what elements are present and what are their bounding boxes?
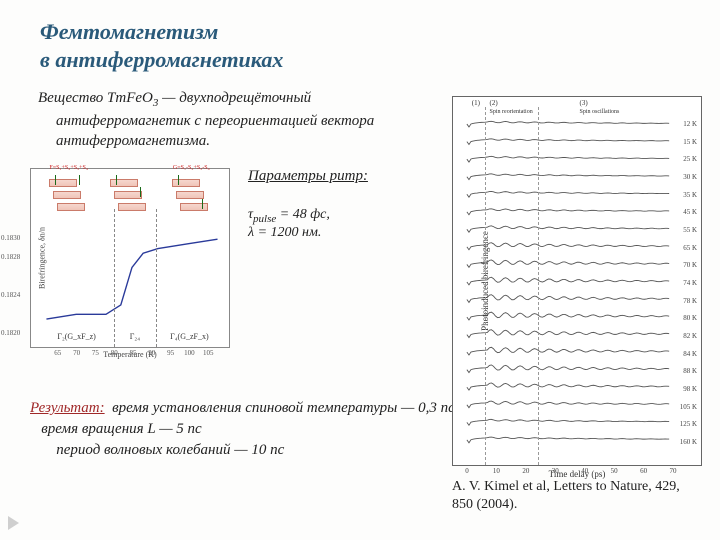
temperature-trace-label: 88 K xyxy=(683,367,697,375)
temperature-trace-label: 70 K xyxy=(683,261,697,269)
ytick: 0.1820 xyxy=(1,329,20,337)
temperature-trace-label: 15 K xyxy=(683,138,697,146)
temperature-trace-label: 78 K xyxy=(683,297,697,305)
temperature-trace-label: 98 K xyxy=(683,385,697,393)
citation: A. V. Kimel et al, Letters to Nature, 42… xyxy=(452,478,702,514)
region-divider-dash xyxy=(538,107,539,465)
temperature-trace-label: 12 K xyxy=(683,120,697,128)
temperature-trace-label: 105 K xyxy=(680,403,697,411)
title-line-1: Фемтомагнетизм xyxy=(40,18,283,46)
region-divider-dash xyxy=(485,107,486,465)
xtick: 10 xyxy=(493,467,500,475)
xtick: 90 xyxy=(148,349,155,357)
top-region-label: (2)Spin reorientation xyxy=(490,99,533,115)
temperature-trace-label: 74 K xyxy=(683,279,697,287)
xtick: 85 xyxy=(130,349,137,357)
temperature-trace-label: 84 K xyxy=(683,350,697,358)
xtick: 0 xyxy=(465,467,469,475)
phase-boundary-dash xyxy=(114,209,115,347)
birefringence-trace xyxy=(31,169,229,347)
xtick: 70 xyxy=(73,349,80,357)
stacked-traces xyxy=(453,97,701,465)
slide-marker-icon xyxy=(8,516,19,530)
xtick: 105 xyxy=(203,349,214,357)
temperature-trace-label: 45 K xyxy=(683,208,697,216)
temperature-trace-label: 82 K xyxy=(683,332,697,340)
temperature-trace-label: 25 K xyxy=(683,155,697,163)
phase-region-label: Γ₂₄ xyxy=(130,332,140,341)
phase-region-label: Γ₄(G_zF_x) xyxy=(170,332,209,341)
xtick: 100 xyxy=(184,349,195,357)
ytick: 0.1824 xyxy=(1,291,20,299)
birefringence-vs-temperature-plot: F=S₁+S₂+S₃+S₄ G=S₁-S₂+S₃-S₄ Birefringenc… xyxy=(30,168,230,348)
xtick: 60 xyxy=(640,467,647,475)
xtick: 75 xyxy=(92,349,99,357)
temperature-trace-label: 65 K xyxy=(683,244,697,252)
time-delay-traces-plot: Photoinduced birefringence Time delay (p… xyxy=(452,96,702,466)
substance-description: Вещество TmFeO3 — двухподрещёточный анти… xyxy=(18,88,428,151)
xtick: 20 xyxy=(522,467,529,475)
left-ylabel: Birefringence, δn/n xyxy=(37,227,46,289)
xtick: 40 xyxy=(581,467,588,475)
temperature-trace-label: 125 K xyxy=(680,420,697,428)
temperature-trace-label: 35 K xyxy=(683,191,697,199)
phase-boundary-dash xyxy=(156,209,157,347)
ytick: 0.1828 xyxy=(1,253,20,261)
xtick: 50 xyxy=(611,467,618,475)
xtick: 30 xyxy=(552,467,559,475)
temperature-trace-label: 160 K xyxy=(680,438,697,446)
result-label: Результат: xyxy=(30,400,105,416)
pump-parameters: Параметры pump: τpulse = 48 фс, λ = 1200… xyxy=(248,168,368,241)
temperature-trace-label: 80 K xyxy=(683,314,697,322)
temperature-trace-label: 55 K xyxy=(683,226,697,234)
title-line-2: в антиферромагнетиках xyxy=(40,46,283,74)
xtick: 70 xyxy=(670,467,677,475)
result-block: Результат: время установления спиновой т… xyxy=(30,398,455,461)
phase-region-label: Γ₂(G_xF_z) xyxy=(57,332,96,341)
ytick: 0.1830 xyxy=(1,234,20,242)
slide-title: Фемтомагнетизм в антиферромагнетиках xyxy=(40,18,283,73)
temperature-trace-label: 30 K xyxy=(683,173,697,181)
top-region-label: (3)Spin oscillations xyxy=(580,99,620,115)
pump-heading: Параметры pump: xyxy=(248,168,368,185)
xtick: 95 xyxy=(167,349,174,357)
top-region-label: (1) xyxy=(472,99,480,107)
xtick: 65 xyxy=(54,349,61,357)
xtick: 80 xyxy=(111,349,118,357)
